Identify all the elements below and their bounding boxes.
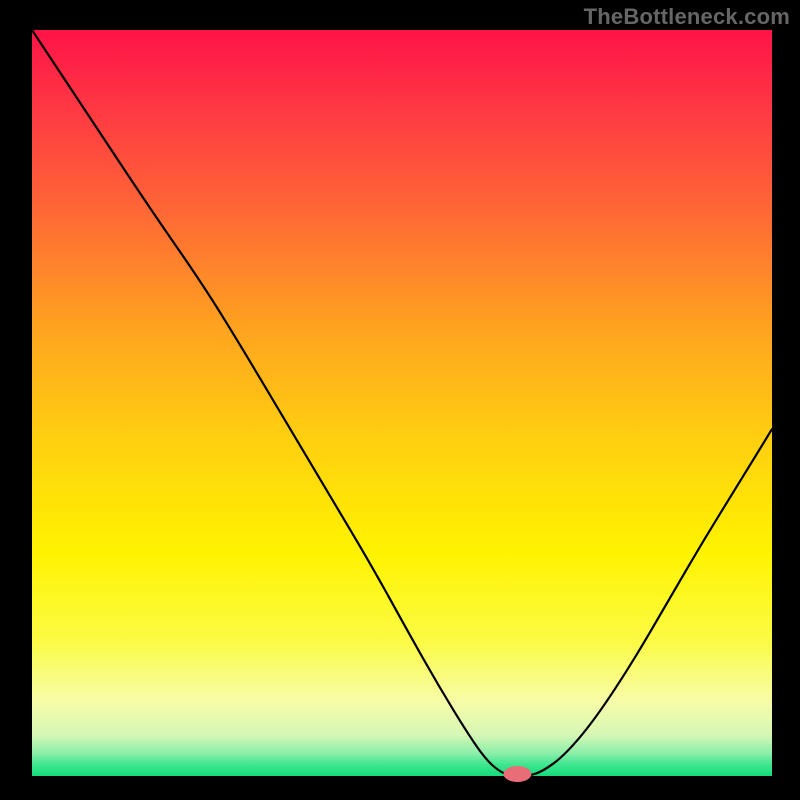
optimal-point-marker bbox=[503, 766, 531, 782]
watermark-label: TheBottleneck.com bbox=[584, 4, 790, 30]
chart-root: TheBottleneck.com bbox=[0, 0, 800, 800]
bottleneck-curve-chart bbox=[0, 0, 800, 800]
chart-gradient-bg bbox=[32, 30, 772, 776]
